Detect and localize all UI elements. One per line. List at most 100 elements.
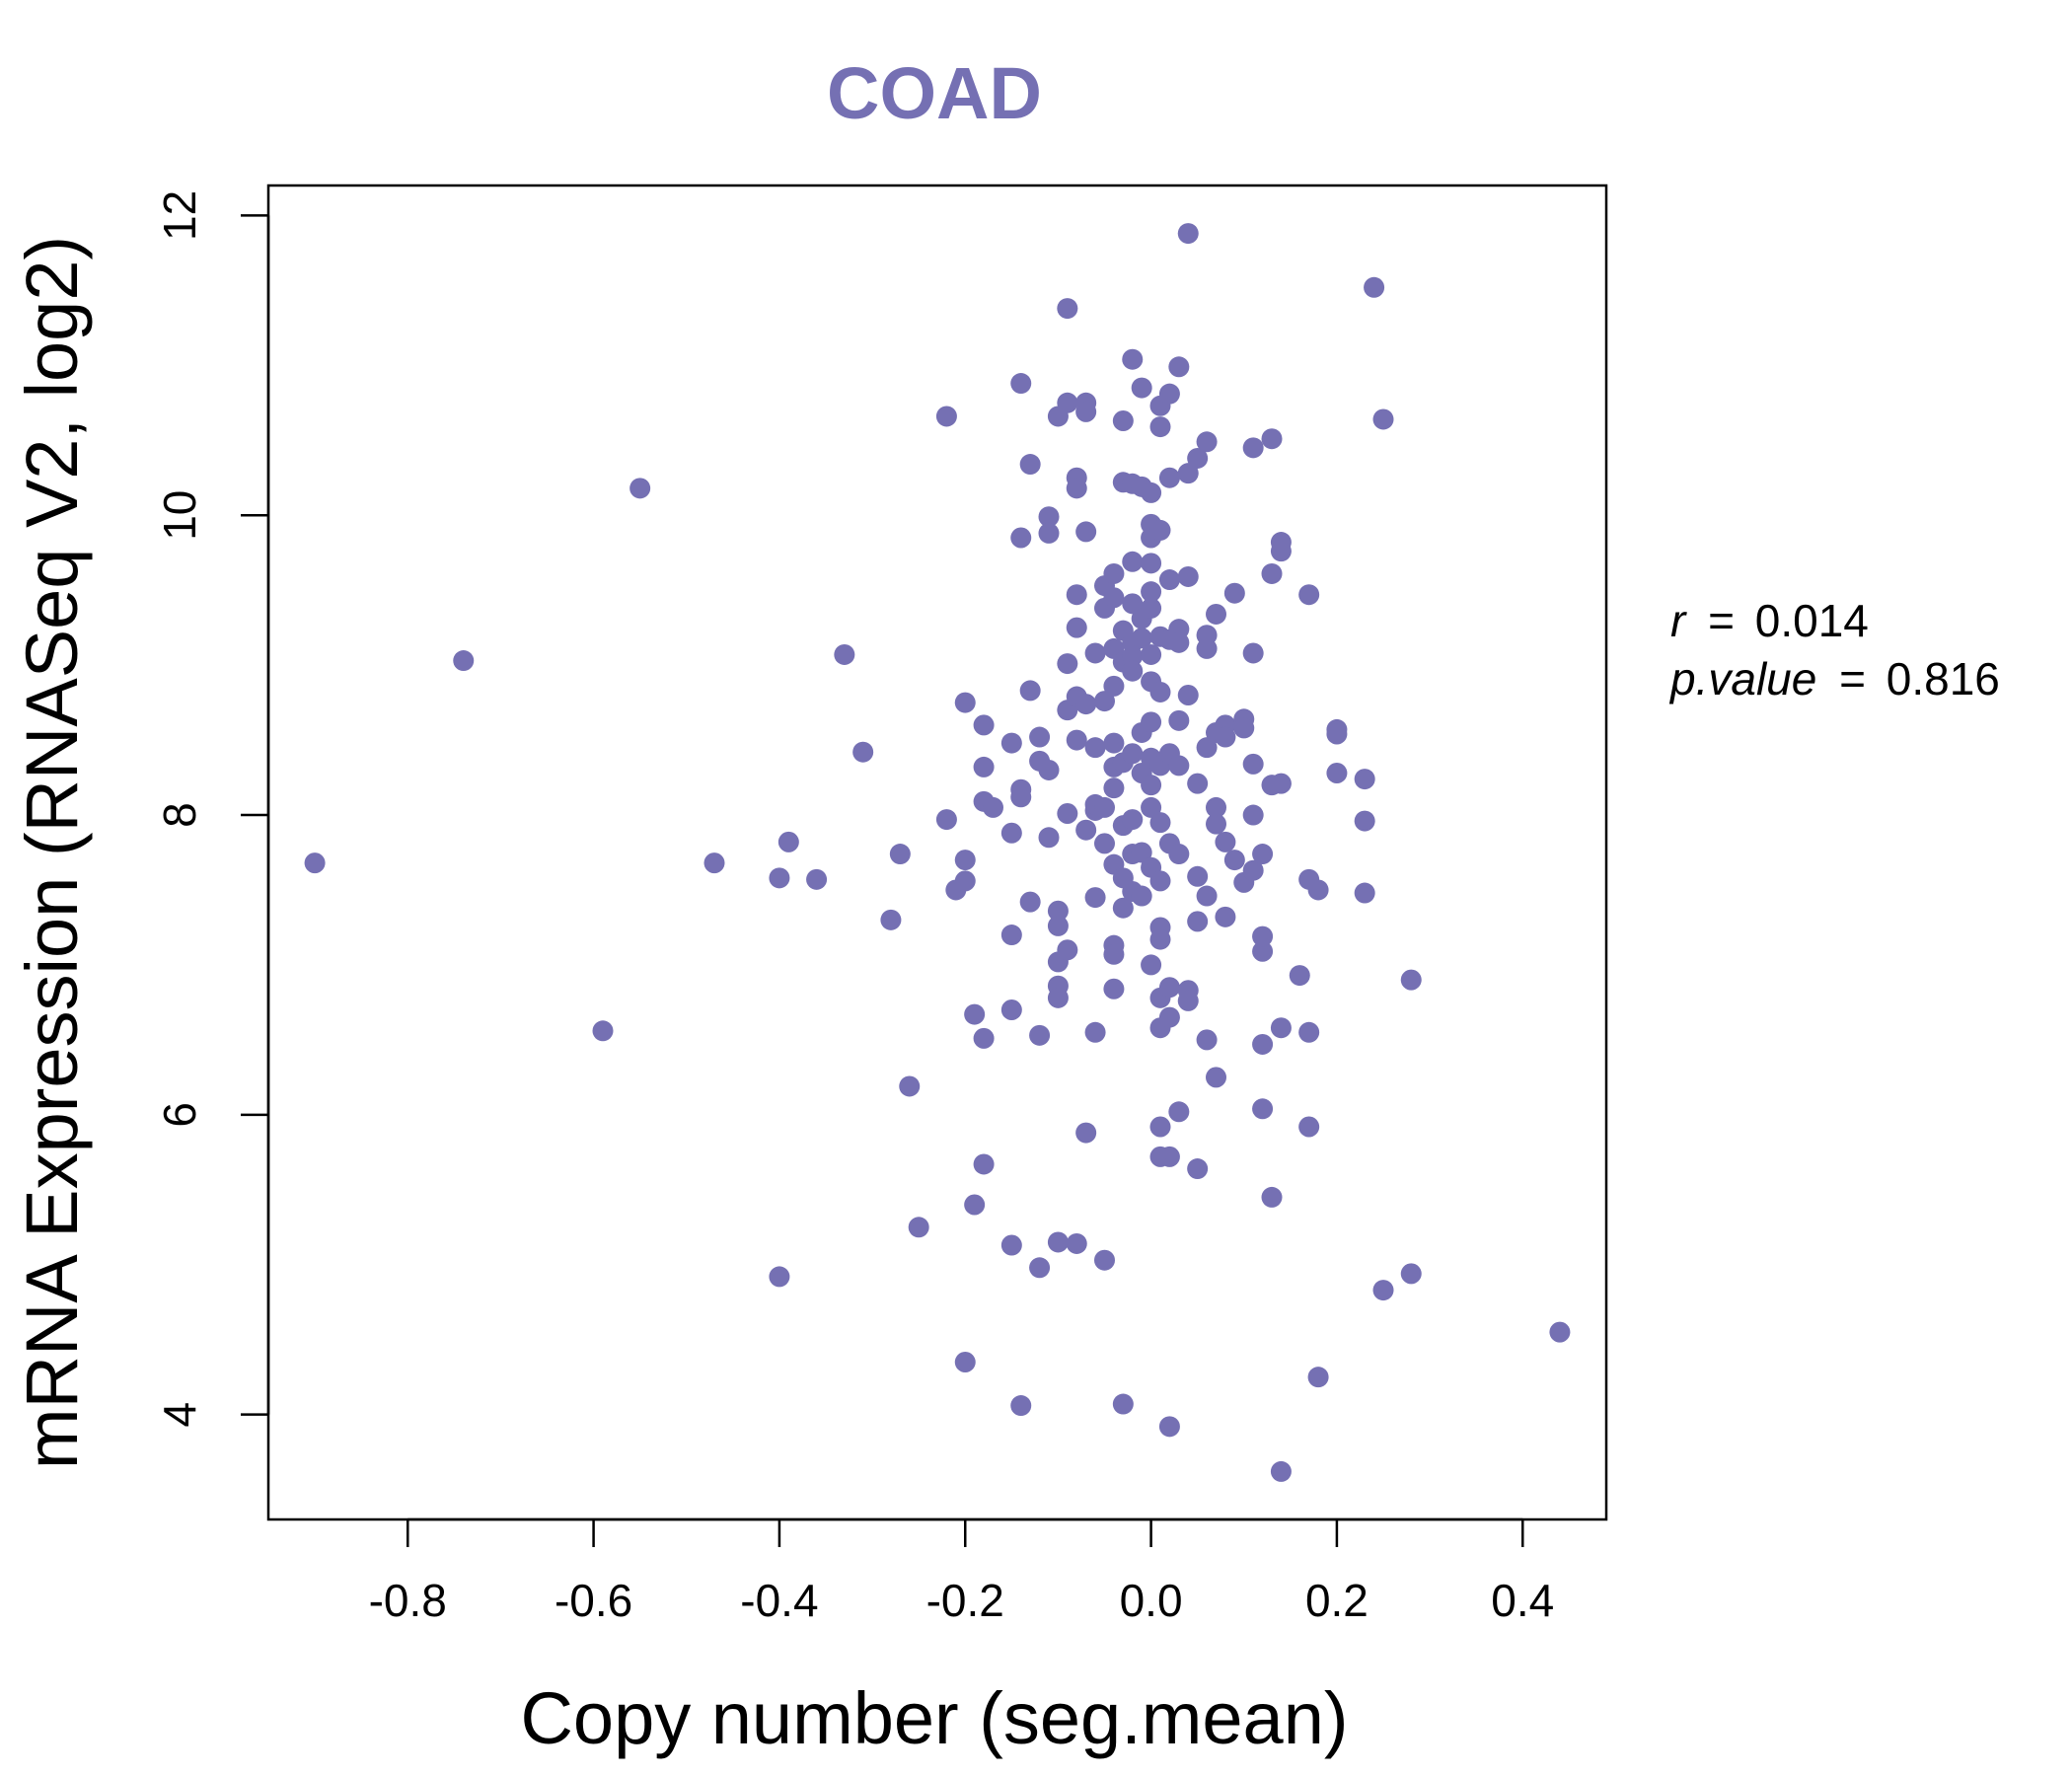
data-point [1057,653,1078,675]
data-point [1000,822,1022,844]
x-axis-label: Copy number (seg.mean) [520,1677,1348,1759]
data-point [1084,642,1106,664]
data-point [1075,401,1097,422]
data-point [1196,431,1218,453]
data-point [1252,940,1274,962]
r-statistic: r = 0.014 [1670,595,1869,646]
data-point [777,831,799,852]
data-point [1066,1232,1087,1254]
data-point [1029,1024,1051,1046]
data-point [1270,532,1292,554]
data-point [1158,1416,1180,1438]
r-label: r [1670,595,1687,646]
data-point [1354,810,1375,832]
data-point [1177,990,1199,1011]
data-point [1047,1231,1069,1253]
y-tick-label: 10 [154,490,205,541]
data-point [1141,775,1162,796]
y-tick-label: 12 [154,190,205,241]
data-point [1168,1101,1190,1123]
data-point [1549,1321,1571,1343]
data-point [1158,383,1180,405]
data-point [1000,732,1022,754]
data-point [1223,850,1245,871]
data-point [1038,827,1060,849]
data-point [1158,977,1180,999]
data-point [1141,581,1162,603]
data-point [954,1351,976,1372]
data-point [1252,1033,1274,1055]
data-point [1187,773,1209,794]
data-point [935,809,957,831]
data-point [1177,463,1199,484]
data-point [1010,1395,1032,1417]
data-point [1196,1029,1218,1051]
data-point [1252,844,1274,865]
data-point [1103,732,1125,754]
data-point [983,796,1003,818]
p-value-label: p.value [1668,653,1816,704]
data-point [1177,684,1199,705]
p-equals: = [1839,653,1866,704]
data-point [1131,885,1152,907]
data-point [592,1020,614,1042]
data-point [880,909,902,930]
data-point [973,756,995,777]
data-point [1103,675,1125,697]
data-point [954,870,976,892]
data-point [703,852,725,874]
data-point [1187,865,1209,887]
data-points [304,223,1571,1482]
data-point [1038,506,1060,528]
data-point [889,844,911,865]
data-point [1057,803,1078,825]
data-point [1206,796,1226,818]
data-point [1187,911,1209,932]
data-point [1066,478,1087,499]
data-point [1252,925,1274,947]
data-point [1000,999,1022,1021]
data-point [1206,813,1226,835]
data-point [1094,691,1115,712]
data-point [1196,637,1218,659]
data-point [954,692,976,713]
data-point [806,868,828,890]
data-point [1103,587,1125,609]
data-point [1038,522,1060,544]
data-point [1038,759,1060,780]
y-axis: 4 6 8 10 12 [154,190,270,1427]
data-point [1103,562,1125,584]
x-tick-label: 0.2 [1305,1575,1369,1626]
data-point [1270,773,1292,794]
y-tick-label: 6 [154,1102,205,1128]
data-point [1094,796,1115,818]
data-point [1141,481,1162,503]
data-point [1057,298,1078,320]
data-point [1298,1116,1320,1138]
x-tick-label: 0.4 [1491,1575,1554,1626]
data-point [1215,906,1236,927]
data-point [973,1153,995,1175]
data-point [1141,553,1162,574]
x-tick-label: -0.2 [926,1575,1004,1626]
data-point [1057,939,1078,961]
data-point [1261,1186,1283,1208]
data-point [1047,915,1069,936]
data-point [1196,885,1218,907]
data-point [973,1027,995,1049]
data-point [1010,373,1032,395]
data-point [1158,1006,1180,1028]
data-point [1326,723,1348,745]
data-point [769,867,790,889]
x-tick-label: 0.0 [1120,1575,1183,1626]
data-point [1029,1257,1051,1279]
data-point [1242,642,1264,664]
data-point [1122,551,1144,572]
data-point [1019,680,1041,702]
r-equals: = [1708,595,1735,646]
data-point [1354,882,1375,904]
data-point [1094,833,1115,854]
data-point [1122,743,1144,765]
data-point [1066,617,1087,638]
data-point [1215,831,1236,852]
